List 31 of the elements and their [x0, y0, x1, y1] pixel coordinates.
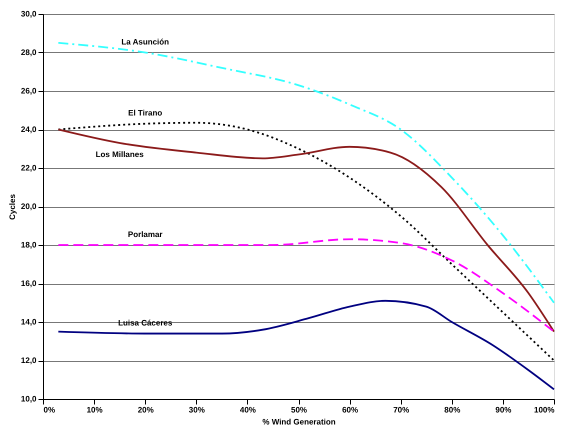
y-tick-label: 22,0 — [20, 164, 38, 172]
y-tick-label: 16,0 — [20, 279, 38, 288]
x-tick-label: 10% — [86, 406, 103, 414]
x-tick-label: 20% — [138, 406, 154, 414]
line-series — [57, 238, 555, 333]
y-tick-label: 18,0 — [20, 240, 38, 250]
y-tick-label: 20,0 — [20, 202, 38, 211]
series-label: Porlamar — [128, 230, 163, 239]
x-tick-label: 60% — [342, 406, 358, 414]
series-label: El Tirano — [128, 108, 162, 118]
x-tick-label: 90% — [495, 406, 512, 414]
x-tick-label: 100% — [534, 406, 554, 414]
series-label: Los Millanes — [96, 150, 144, 159]
series-label: Luisa Cáceres — [118, 318, 173, 328]
x-tick-label: 30% — [188, 406, 205, 414]
line-series — [57, 300, 555, 390]
y-tick-label: 10,0 — [20, 394, 38, 404]
x-tick-label: 40% — [240, 406, 256, 414]
y-tick-label: 26,0 — [20, 86, 38, 96]
x-axis-title: % Wind Generation — [262, 418, 336, 426]
x-tick-label: 80% — [444, 406, 460, 414]
x-tick-label: 70% — [393, 406, 410, 414]
y-tick-label: 30,0 — [20, 10, 38, 18]
y-tick-label: 12,0 — [20, 356, 38, 365]
y-tick-label: 24,0 — [20, 125, 38, 134]
y-tick-label: 28,0 — [20, 48, 38, 57]
y-tick-label: 14,0 — [20, 318, 38, 326]
series-label: La Asunción — [121, 38, 170, 46]
y-axis-title: Cycles — [8, 194, 17, 220]
x-tick-label: 50% — [290, 406, 308, 414]
x-tick-label: 0% — [44, 406, 56, 414]
